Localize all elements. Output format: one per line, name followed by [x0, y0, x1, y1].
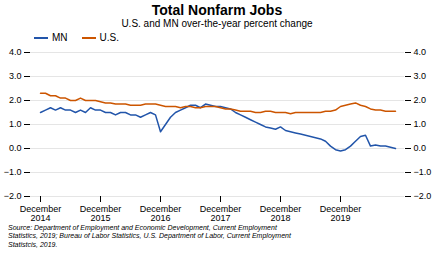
html-text:U.S.: U.S.: [99, 32, 119, 43]
html-text:MN: MN: [52, 32, 68, 43]
svg-text:−2.0: −2.0: [414, 191, 432, 201]
svg-text:0.0: 0.0: [9, 143, 22, 153]
svg-text:−1.0: −1.0: [414, 167, 432, 177]
svg-text:2.0: 2.0: [9, 95, 22, 105]
svg-text:4.0: 4.0: [414, 47, 427, 57]
svg-text:December2017: December2017: [200, 204, 242, 223]
svg-text:December2016: December2016: [140, 204, 182, 223]
svg-text:3.0: 3.0: [9, 71, 22, 81]
svg-text:2.0: 2.0: [414, 95, 427, 105]
svg-text:−1.0: −1.0: [4, 167, 22, 177]
svg-text:December2014: December2014: [20, 204, 62, 223]
svg-text:December2018: December2018: [260, 204, 302, 223]
svg-text:3.0: 3.0: [414, 71, 427, 81]
svg-text:1.0: 1.0: [414, 119, 427, 129]
svg-text:December2015: December2015: [80, 204, 122, 223]
html-text:U.S. and MN over-the-year perc: U.S. and MN over-the-year percent change: [121, 18, 313, 29]
svg-text:0.0: 0.0: [414, 143, 427, 153]
svg-text:1.0: 1.0: [9, 119, 22, 129]
html-text:Total Nonfarm Jobs: Total Nonfarm Jobs: [151, 2, 283, 18]
html-text:Source: Department of Employme: Source: Department of Employment and Eco…: [8, 224, 291, 248]
svg-text:−2.0: −2.0: [4, 191, 22, 201]
svg-text:4.0: 4.0: [9, 47, 22, 57]
svg-text:December2019: December2019: [320, 204, 362, 223]
